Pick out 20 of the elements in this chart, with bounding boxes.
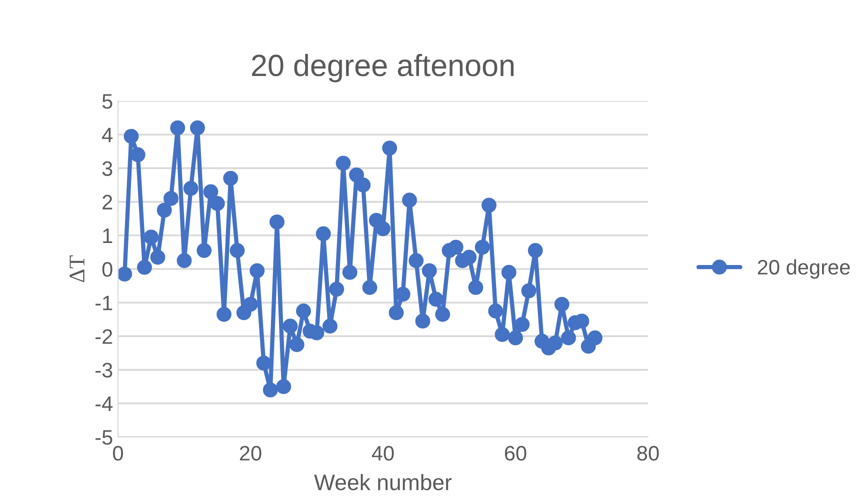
y-tick-label: 1 [103, 228, 112, 243]
y-axis-title: ΔT [70, 255, 84, 282]
y-tick-label: 0 [102, 262, 112, 277]
y-tick-label: 3 [102, 161, 112, 176]
y-tick-label: -4 [96, 396, 113, 411]
y-tick-label: 2 [102, 194, 112, 210]
y-tick-label: 4 [102, 128, 113, 142]
y-tick-label: -5 [96, 430, 112, 445]
y-tick-label: -2 [96, 329, 112, 344]
x-tick-label: 40 [372, 446, 394, 461]
y-tick-label: -1 [96, 296, 112, 310]
chart-title: 20 degree aftenoon [252, 54, 514, 82]
x-axis-title: Week number [314, 474, 452, 490]
x-tick-label: 0 [113, 446, 123, 461]
x-tick-label: 60 [504, 446, 526, 461]
x-tick-label: 20 [240, 446, 262, 461]
legend-label: 20 degree [758, 259, 850, 279]
y-tick-label: -3 [96, 362, 112, 378]
x-tick-label: 80 [637, 446, 659, 461]
y-tick-label: 5 [102, 94, 112, 109]
